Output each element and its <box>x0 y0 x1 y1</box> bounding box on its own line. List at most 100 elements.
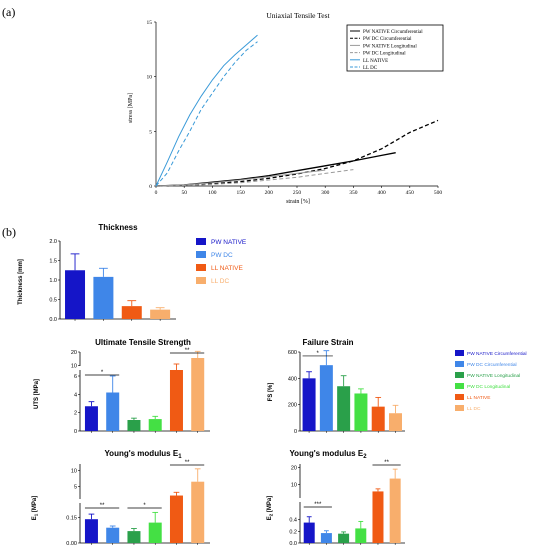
failure-strain-chart: Failure Strain FS [%] 0 200 400 600 * <box>268 338 405 435</box>
legend-label-1: PW DC Circumferential <box>467 362 517 368</box>
tensile-legend-label: LL NATIVE <box>363 59 388 64</box>
tensile-series-line-3 <box>155 169 354 187</box>
tensile-x-tick-label: 500 <box>434 190 443 196</box>
y-tick-label: 10 <box>71 363 77 369</box>
tensile-legend-label: PW NATIVE Longitudinal <box>363 44 417 49</box>
bar-0 <box>65 270 86 319</box>
y-tick-label: 0.4 <box>289 518 297 524</box>
legend-swatch-3 <box>455 383 464 389</box>
legend-label-5: LL DC <box>467 406 481 412</box>
y-tick-label: 2 <box>74 411 77 417</box>
y-tick-label: 1.0 <box>49 278 57 284</box>
legend-label-2: LL NATIVE <box>211 265 243 272</box>
tensile-title: Uniaxial Tensile Test <box>266 11 330 20</box>
panel-label-a: (a) <box>2 5 15 19</box>
fs-ylabel: FS [%] <box>268 383 274 402</box>
bar-1 <box>106 527 120 543</box>
bar-0 <box>303 522 315 543</box>
legend-label-2: PW NATIVE Longitudinal <box>467 373 520 379</box>
bar-2 <box>127 531 141 543</box>
bar-3 <box>148 522 162 543</box>
tensile-ylabel: stress [MPa] <box>128 93 134 123</box>
significance-label: *** <box>314 502 322 508</box>
y-tick-label: 0 <box>294 429 297 435</box>
tensile-legend-label: PW NATIVE Circumferential <box>363 30 423 35</box>
y-tick-label: 0.5 <box>49 298 57 304</box>
thickness-chart: Thickness Thickness [mm] 0.0 0.5 1.0 1.5 2.0 <box>18 223 176 323</box>
y-tick-label: 2.0 <box>49 239 57 245</box>
uts-ylabel: UTS [MPa] <box>34 379 40 409</box>
y-tick-label: 600 <box>288 350 297 356</box>
e2-ylabel: E2 [MPa] <box>267 496 274 521</box>
legend-swatch-4 <box>455 394 464 400</box>
significance-label: * <box>317 351 320 357</box>
tensile-x-tick-label: 50 <box>181 190 187 196</box>
e1-title-sub: 1 <box>178 454 182 460</box>
thickness-title: Thickness <box>98 223 138 232</box>
significance-label: * <box>143 503 146 509</box>
legend-swatch-0 <box>455 350 464 356</box>
y-tick-label: 400 <box>288 376 297 382</box>
fs-title: Failure Strain <box>302 338 353 347</box>
bar-0 <box>84 519 98 543</box>
tensile-y-tick-label: 10 <box>147 75 153 81</box>
e1-ylabel: E1 [MPa] <box>32 496 39 521</box>
tensile-x-tick-label: 350 <box>349 190 358 196</box>
bar-3 <box>148 419 162 431</box>
significance-label: ** <box>384 460 389 466</box>
uts-title: Ultimate Tensile Strength <box>95 338 191 347</box>
y-tick-label: 0.0 <box>49 317 57 323</box>
bar-2 <box>127 420 141 431</box>
significance-label: ** <box>185 460 190 466</box>
e2-ylabel-main: E <box>267 516 273 520</box>
e1-ylabel-main: E <box>32 516 38 520</box>
legend-label-0: PW NATIVE Circumferential <box>467 351 527 357</box>
tensile-test-chart: Uniaxial Tensile Test stress [MPa] strai… <box>128 11 444 205</box>
e2-ylabel-sub: 2 <box>269 513 274 516</box>
y-tick-label: 4 <box>74 392 77 398</box>
e1-ylabel-unit: [MPa] <box>32 496 38 514</box>
tensile-x-tick-label: 200 <box>265 190 274 196</box>
tensile-series-line-0 <box>155 152 396 187</box>
tensile-series-line-5 <box>155 41 258 187</box>
bar-4 <box>169 495 183 543</box>
y-tick-label: 6 <box>74 374 77 380</box>
y-tick-label: 0.15 <box>66 516 77 522</box>
y-tick-label: 0 <box>74 429 77 435</box>
bar-4 <box>372 491 384 543</box>
bar-3 <box>355 528 367 543</box>
y-tick-label: 200 <box>288 403 297 409</box>
thickness-legend: PW NATIVE PW DC LL NATIVE LL DC <box>196 238 247 285</box>
y-tick-label: 0.2 <box>289 529 297 535</box>
tensile-x-tick-label: 450 <box>406 190 415 196</box>
bar-1 <box>106 392 120 431</box>
bar-3 <box>354 393 368 431</box>
bar-1 <box>93 276 114 319</box>
panel-label-b: (b) <box>2 225 16 239</box>
e2-title: Young's modulus E2 <box>289 449 367 460</box>
bar-5 <box>389 478 401 543</box>
bar-5 <box>191 358 205 431</box>
tensile-series-line-4 <box>155 34 258 187</box>
significance-label: * <box>101 370 104 376</box>
y-tick-label: 5 <box>74 485 77 491</box>
tensile-legend-label: LL DC <box>363 66 378 71</box>
legend-swatch-1 <box>455 361 464 367</box>
y-tick-label: 0.0 <box>289 541 297 547</box>
e2-ylabel-unit: [MPa] <box>267 496 273 514</box>
bar-4 <box>169 370 183 431</box>
tensile-x-tick-label: 150 <box>236 190 245 196</box>
bar-0 <box>302 378 316 431</box>
tensile-x-tick-label: 250 <box>293 190 302 196</box>
tensile-x-tick-label: 100 <box>208 190 217 196</box>
legend-swatch-2 <box>196 264 206 271</box>
bar-2 <box>121 306 142 319</box>
tensile-x-tick-label: 300 <box>321 190 330 196</box>
bar-1 <box>320 533 332 543</box>
bar-2 <box>338 533 350 543</box>
legend-label-4: LL NATIVE <box>467 395 490 401</box>
legend-label-1: PW DC <box>211 252 233 259</box>
e2-title-main: Young's modulus E <box>289 449 363 458</box>
significance-label: ** <box>100 503 105 509</box>
